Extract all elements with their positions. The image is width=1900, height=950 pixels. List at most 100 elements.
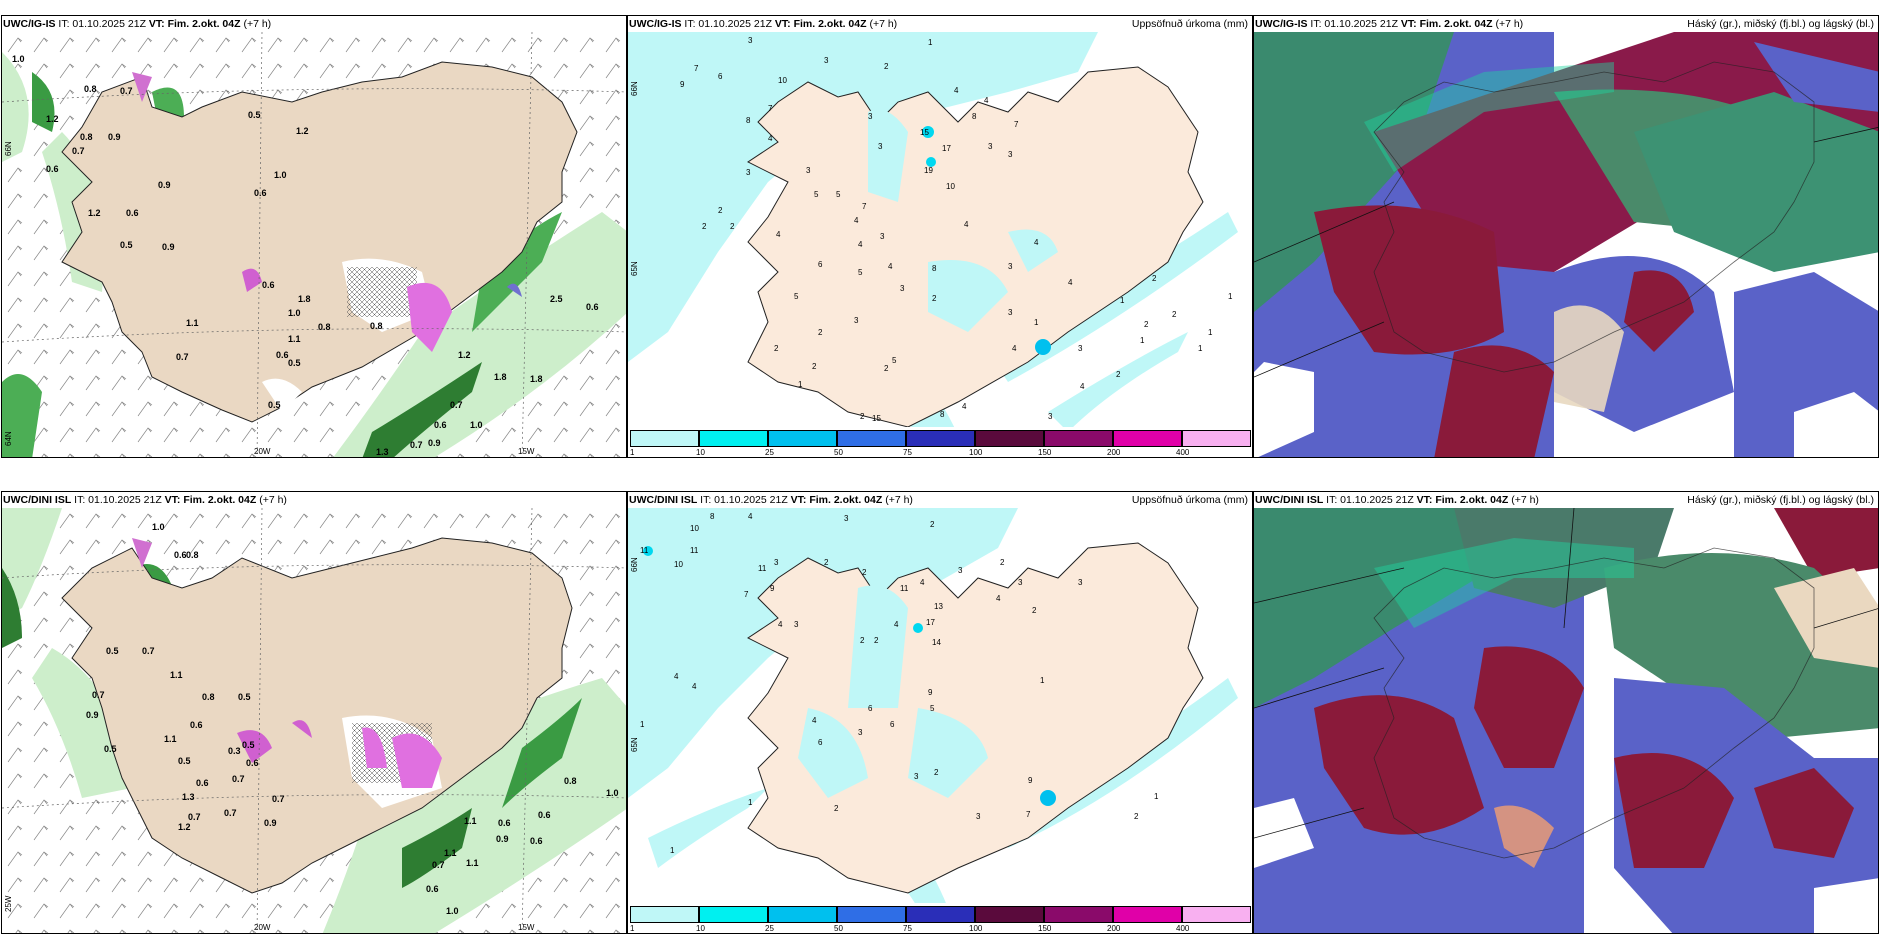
precip-map[interactable]: 10 8 4 3 2 11 11 10 3 11 9 2 7 2 4 3 2 1… xyxy=(628,508,1252,933)
colorbar-tick: 50 xyxy=(834,924,843,933)
colorbar-tick: 400 xyxy=(1176,924,1190,933)
colorbar-swatch xyxy=(1113,430,1182,447)
valid-time: VT: Fim. 2.okt. 04Z xyxy=(164,494,257,506)
colorbar-swatch xyxy=(975,906,1044,923)
colorbar-tick: 200 xyxy=(1107,448,1121,457)
panel-wind-top: UWC/IG-IS IT: 01.10.2025 21Z VT: Fim. 2.… xyxy=(1,15,627,458)
lead-time: (+7 h) xyxy=(259,494,287,506)
model-name: UWC/IG-IS xyxy=(629,18,682,30)
field-name: Uppsöfnuð úrkoma (mm) xyxy=(1131,18,1248,30)
colorbar-tick: 1 xyxy=(630,448,635,457)
field-name: Háský (gr.), miðský (fj.bl.) og lágský (… xyxy=(1687,18,1874,30)
field-name: Uppsöfnuð úrkoma (mm) xyxy=(1131,494,1248,506)
iceland-land xyxy=(61,537,573,894)
precip-colorbar: 1 10 25 50 75 100 150 200 400 xyxy=(628,903,1252,933)
colorbar-swatch xyxy=(1182,906,1251,923)
colorbar-swatch xyxy=(1113,906,1182,923)
colorbar-swatch xyxy=(837,430,906,447)
colorbar-swatch xyxy=(630,430,699,447)
wind-map-svg xyxy=(2,32,626,457)
panel-title: UWC/DINI ISL IT: 01.10.2025 21Z VT: Fim.… xyxy=(3,493,624,507)
lead-time: (+7 h) xyxy=(885,494,913,506)
colorbar-swatch xyxy=(1182,430,1251,447)
valid-time: VT: Fim. 2.okt. 04Z xyxy=(774,18,867,30)
colorbar-tick: 1 xyxy=(630,924,635,933)
model-name: UWC/DINI ISL xyxy=(1255,494,1324,506)
valid-time: VT: Fim. 2.okt. 04Z xyxy=(1400,18,1493,30)
colorbar-swatch xyxy=(975,430,1044,447)
lon-label: 15W xyxy=(518,923,535,932)
init-time: IT: 01.10.2025 21Z xyxy=(1310,18,1398,30)
init-time: IT: 01.10.2025 21Z xyxy=(684,18,772,30)
lat-label: 66N xyxy=(630,81,639,96)
panel-title: UWC/IG-IS IT: 01.10.2025 21Z VT: Fim. 2.… xyxy=(3,17,624,31)
colorbar-swatch xyxy=(1044,430,1113,447)
wind-map[interactable]: 1.0 0.6 0.8 0.5 0.7 1.1 0.7 0.8 0.5 0.6 … xyxy=(2,508,626,933)
model-name: UWC/IG-IS xyxy=(3,18,56,30)
lat-label: 64N xyxy=(4,431,13,446)
colorbar-tick: 10 xyxy=(696,924,705,933)
cloud-map[interactable] xyxy=(1254,32,1878,457)
colorbar-tick: 10 xyxy=(696,448,705,457)
lead-time: (+7 h) xyxy=(1511,494,1539,506)
precip-map[interactable]: 3 1 3 2 7 6 7 3 8 9 8 10 4 3 3 15 17 19 … xyxy=(628,32,1252,457)
iceland-outline xyxy=(1373,547,1815,859)
colorbar-tick: 50 xyxy=(834,448,843,457)
colorbar-swatch xyxy=(1044,906,1113,923)
colorbar-tick: 75 xyxy=(903,448,912,457)
colorbar-tick: 150 xyxy=(1038,924,1052,933)
precip-map-svg xyxy=(628,508,1252,933)
panel-title: UWC/DINI ISL IT: 01.10.2025 21Z VT: Fim.… xyxy=(1255,493,1876,507)
iceland-outline xyxy=(1373,61,1815,373)
panel-precip-bottom: UWC/DINI ISL IT: 01.10.2025 21Z VT: Fim.… xyxy=(627,491,1253,934)
colorbar-swatch xyxy=(906,906,975,923)
colorbar-tick: 25 xyxy=(765,448,774,457)
valid-time: VT: Fim. 2.okt. 04Z xyxy=(790,494,883,506)
valid-time: VT: Fim. 2.okt. 04Z xyxy=(1416,494,1509,506)
colorbar-swatch xyxy=(768,906,837,923)
field-name: Háský (gr.), miðský (fj.bl.) og lágský (… xyxy=(1687,494,1874,506)
init-time: IT: 01.10.2025 21Z xyxy=(58,18,146,30)
lat-label: 66N xyxy=(4,141,13,156)
cloud-map[interactable] xyxy=(1254,508,1878,933)
colorbar-swatch xyxy=(768,430,837,447)
lon-label: 20W xyxy=(254,923,271,932)
model-name: UWC/IG-IS xyxy=(1255,18,1308,30)
colorbar-tick: 200 xyxy=(1107,924,1121,933)
lon-label: 20W xyxy=(254,447,271,456)
lat-label: 66N xyxy=(630,557,639,572)
colorbar-tick: 150 xyxy=(1038,448,1052,457)
colorbar-swatch xyxy=(906,430,975,447)
model-name: UWC/DINI ISL xyxy=(629,494,698,506)
lon-label: 15W xyxy=(518,447,535,456)
cloud-map-svg xyxy=(1254,508,1878,933)
valid-time: VT: Fim. 2.okt. 04Z xyxy=(148,18,241,30)
lat-label: 65N xyxy=(630,737,639,752)
lon-label: 25W xyxy=(4,895,13,912)
wind-map-svg xyxy=(2,508,626,933)
wind-map[interactable]: 1.0 0.8 0.7 1.2 0.8 0.9 0.7 0.6 0.5 1.2 … xyxy=(2,32,626,457)
colorbar-swatch xyxy=(699,430,768,447)
panel-cloud-top: UWC/IG-IS IT: 01.10.2025 21Z VT: Fim. 2.… xyxy=(1253,15,1879,458)
panel-cloud-bottom: UWC/DINI ISL IT: 01.10.2025 21Z VT: Fim.… xyxy=(1253,491,1879,934)
colorbar-tick: 400 xyxy=(1176,448,1190,457)
precip-map-svg xyxy=(628,32,1252,457)
colorbar-tick: 100 xyxy=(969,448,983,457)
panel-wind-bottom: UWC/DINI ISL IT: 01.10.2025 21Z VT: Fim.… xyxy=(1,491,627,934)
colorbar-tick: 75 xyxy=(903,924,912,933)
init-time: IT: 01.10.2025 21Z xyxy=(1326,494,1414,506)
panel-precip-top: UWC/IG-IS IT: 01.10.2025 21Z VT: Fim. 2.… xyxy=(627,15,1253,458)
colorbar-tick: 25 xyxy=(765,924,774,933)
panel-title: UWC/IG-IS IT: 01.10.2025 21Z VT: Fim. 2.… xyxy=(1255,17,1876,31)
panel-title: UWC/DINI ISL IT: 01.10.2025 21Z VT: Fim.… xyxy=(629,493,1250,507)
colorbar-tick: 100 xyxy=(969,924,983,933)
lead-time: (+7 h) xyxy=(1495,18,1524,30)
lat-label: 65N xyxy=(630,261,639,276)
colorbar-swatch xyxy=(837,906,906,923)
iceland-land xyxy=(61,61,578,423)
init-time: IT: 01.10.2025 21Z xyxy=(74,494,162,506)
model-name: UWC/DINI ISL xyxy=(3,494,72,506)
precip-colorbar: 1 10 25 50 75 100 150 200 400 xyxy=(628,427,1252,457)
colorbar-swatch xyxy=(630,906,699,923)
panel-title: UWC/IG-IS IT: 01.10.2025 21Z VT: Fim. 2.… xyxy=(629,17,1250,31)
